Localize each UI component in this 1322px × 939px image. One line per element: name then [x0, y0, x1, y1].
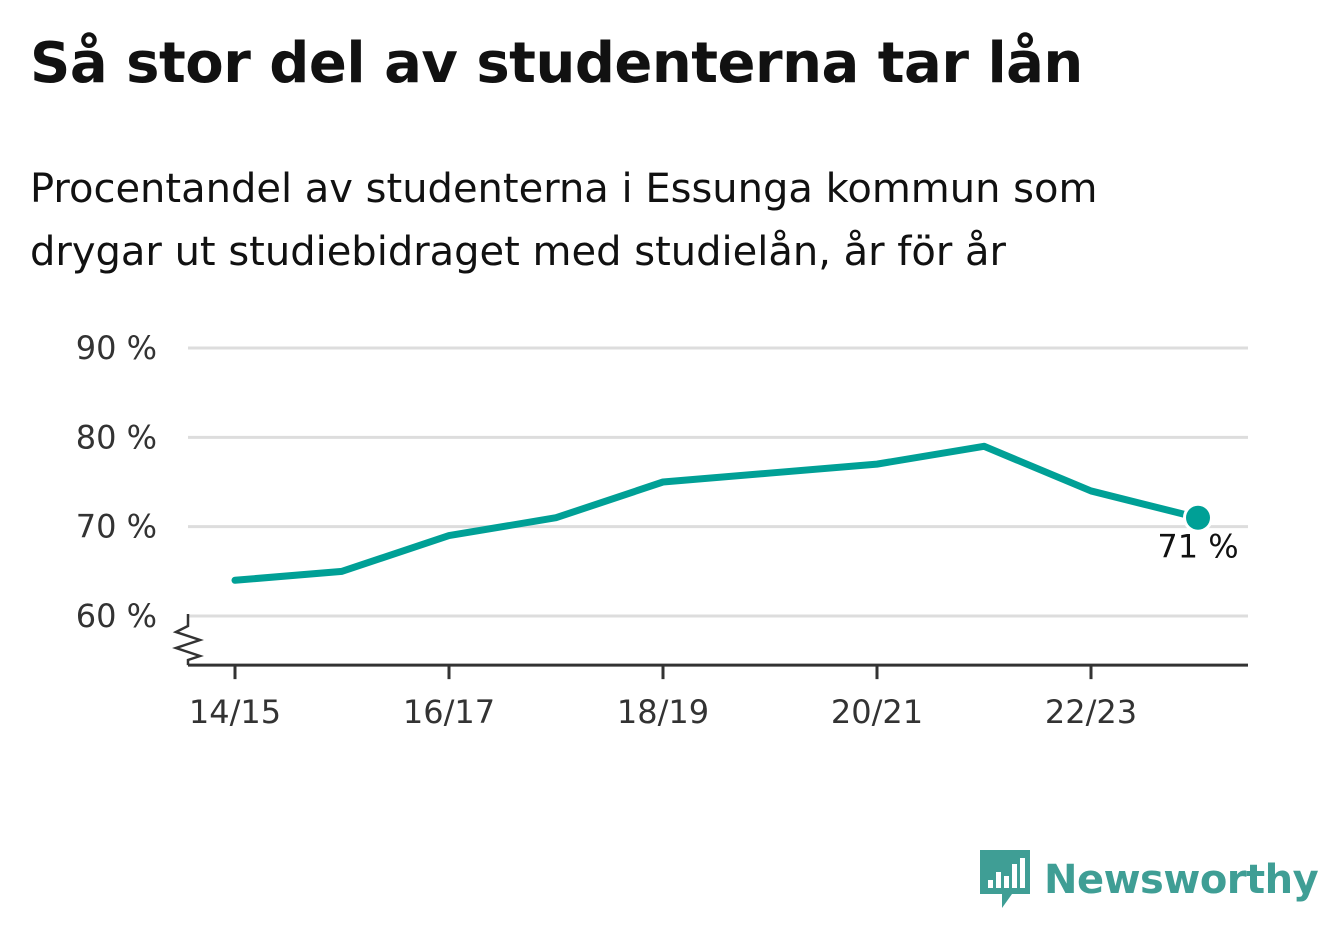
axis-break-icon	[172, 614, 204, 666]
x-tick-label: 16/17	[403, 693, 495, 731]
x-tick-label: 14/15	[189, 693, 281, 731]
x-tick-label: 18/19	[617, 693, 709, 731]
brand-name: Newsworthy	[1044, 857, 1319, 903]
brand: Newsworthy	[980, 850, 1319, 910]
chart-title: Så stor del av studenterna tar lån	[30, 31, 1083, 96]
series-line	[231, 442, 1202, 584]
y-axis: 60 % 70 % 80 % 90 %	[76, 329, 204, 666]
end-value-label: 71 %	[1157, 528, 1238, 566]
y-tick-label: 80 %	[76, 418, 157, 456]
x-axis: 14/15 16/17 18/19 20/21 22/23	[188, 663, 1248, 731]
x-tick-label: 20/21	[831, 693, 923, 731]
y-tick-label: 90 %	[76, 329, 157, 367]
y-tick-label: 70 %	[76, 508, 157, 546]
gridlines	[188, 346, 1248, 618]
end-point	[1186, 505, 1210, 530]
x-tick-label: 22/23	[1045, 693, 1137, 731]
y-tick-label: 60 %	[76, 597, 157, 635]
line-chart: 60 % 70 % 80 % 90 % 14/15 16/17 18/19 20/21 22/…	[76, 329, 1248, 731]
newsworthy-logo-icon	[980, 850, 1030, 908]
chart-subtitle: Procentandel av studenterna i Essunga ko…	[30, 166, 1098, 275]
series: 71 %	[231, 442, 1243, 584]
